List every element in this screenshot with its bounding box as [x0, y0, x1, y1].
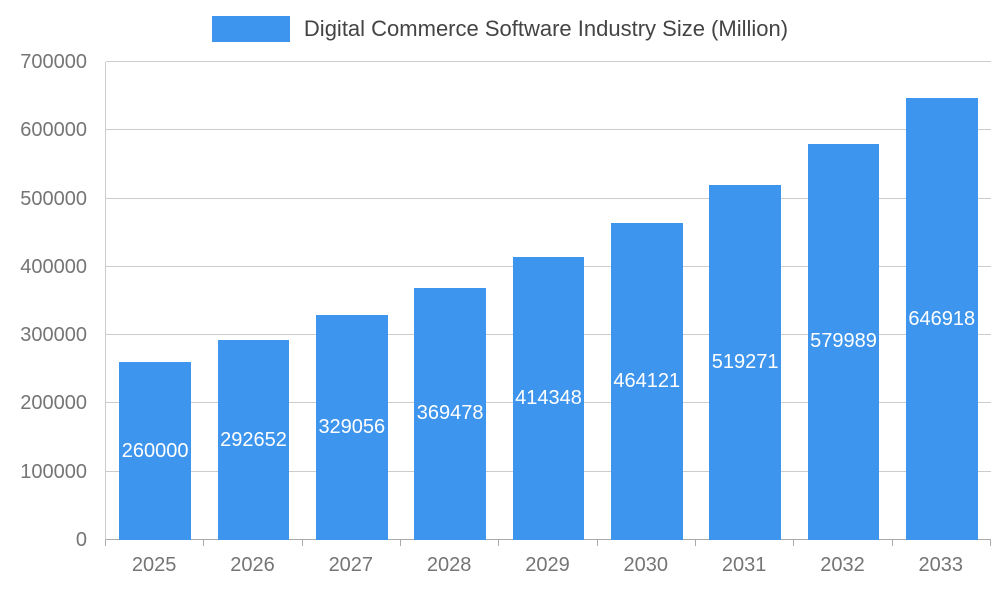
bar-value-label: 260000 — [121, 439, 189, 462]
bar-slot: 329056 — [303, 62, 401, 540]
x-axis-tick-label: 2029 — [525, 554, 570, 576]
x-axis-tick-mark — [793, 540, 795, 546]
x-axis: 2025 2026 2027 2028 2029 2030 2031 2032 2033 — [105, 554, 990, 577]
bar-slot: 414348 — [499, 62, 597, 540]
bar-2031: 519271 — [709, 185, 782, 540]
x-axis-tick-mark — [203, 540, 205, 546]
bar-value-label: 329056 — [318, 416, 386, 439]
bar-value-label: 519271 — [711, 351, 779, 374]
x-axis-tick-mark — [891, 540, 893, 546]
x-axis-tick-label: 2032 — [820, 554, 865, 576]
y-gridline — [106, 197, 991, 199]
bar-slot: 464121 — [598, 62, 696, 540]
x-axis-tick-mark — [990, 540, 991, 546]
bar-value-label: 464121 — [613, 370, 681, 393]
bar-2032: 579989 — [807, 143, 880, 540]
y-axis: 0 100000 200000 300000 400000 500000 600000 700… — [0, 52, 95, 550]
bar-2028: 369478 — [414, 287, 487, 540]
bar-2026: 292652 — [217, 340, 290, 540]
bar-value-label: 414348 — [515, 387, 582, 410]
x-axis-tick-mark — [399, 540, 401, 546]
y-gridline — [106, 61, 991, 62]
bar-series: 260000 292652 329056 369478 414348 464121 5192… — [106, 62, 991, 540]
x-axis-tick-mark — [498, 540, 500, 546]
y-axis-tick-label: 700000 — [20, 51, 87, 73]
bar-value-label: 292652 — [220, 428, 287, 451]
y-axis-tick-label: 300000 — [20, 324, 87, 347]
y-axis-tick-label: 200000 — [20, 392, 87, 415]
x-axis-ticks — [105, 540, 991, 546]
x-axis-tick-label: 2025 — [131, 554, 177, 576]
bar-2030: 464121 — [610, 223, 683, 540]
x-axis-tick-label: 2026 — [230, 554, 275, 576]
chart-title: Digital Commerce Software Industry Size … — [303, 16, 789, 41]
x-axis-tick-label: 2030 — [623, 554, 669, 576]
chart-legend: Digital Commerce Software Industry Size … — [0, 16, 1000, 42]
bar-slot: 579989 — [794, 62, 892, 540]
bar-slot: 260000 — [106, 62, 204, 540]
y-axis-tick-label: 0 — [75, 529, 87, 551]
plot-area: 260000 292652 329056 369478 414348 464121 5192… — [105, 61, 991, 540]
x-axis-tick-label: 2033 — [918, 554, 964, 576]
bar-value-label: 646918 — [908, 307, 976, 330]
y-axis-tick-label: 100000 — [20, 460, 87, 483]
bar-value-label: 369478 — [416, 402, 484, 425]
y-axis-tick-label: 600000 — [20, 119, 87, 142]
bar-2025: 260000 — [119, 362, 192, 540]
bar-2027: 329056 — [315, 315, 388, 540]
bar-2029: 414348 — [512, 257, 585, 540]
x-axis-tick-label: 2027 — [328, 554, 374, 576]
x-axis-tick-mark — [694, 540, 696, 546]
x-axis-tick-mark — [301, 540, 303, 546]
x-axis-tick-mark — [596, 540, 598, 546]
bar-2033: 646918 — [905, 98, 978, 540]
bar-slot: 292652 — [204, 62, 302, 540]
x-axis-tick-label: 2028 — [426, 554, 472, 576]
y-gridline — [106, 129, 991, 131]
bar-slot: 519271 — [696, 62, 794, 540]
legend-swatch — [211, 16, 290, 42]
x-axis-tick-mark — [105, 540, 106, 546]
x-axis-tick-label: 2031 — [721, 554, 767, 576]
y-axis-tick-label: 400000 — [20, 255, 87, 278]
y-axis-tick-label: 500000 — [20, 187, 87, 210]
bar-slot: 646918 — [893, 62, 991, 540]
bar-value-label: 579989 — [810, 330, 877, 353]
bar-slot: 369478 — [401, 62, 499, 540]
